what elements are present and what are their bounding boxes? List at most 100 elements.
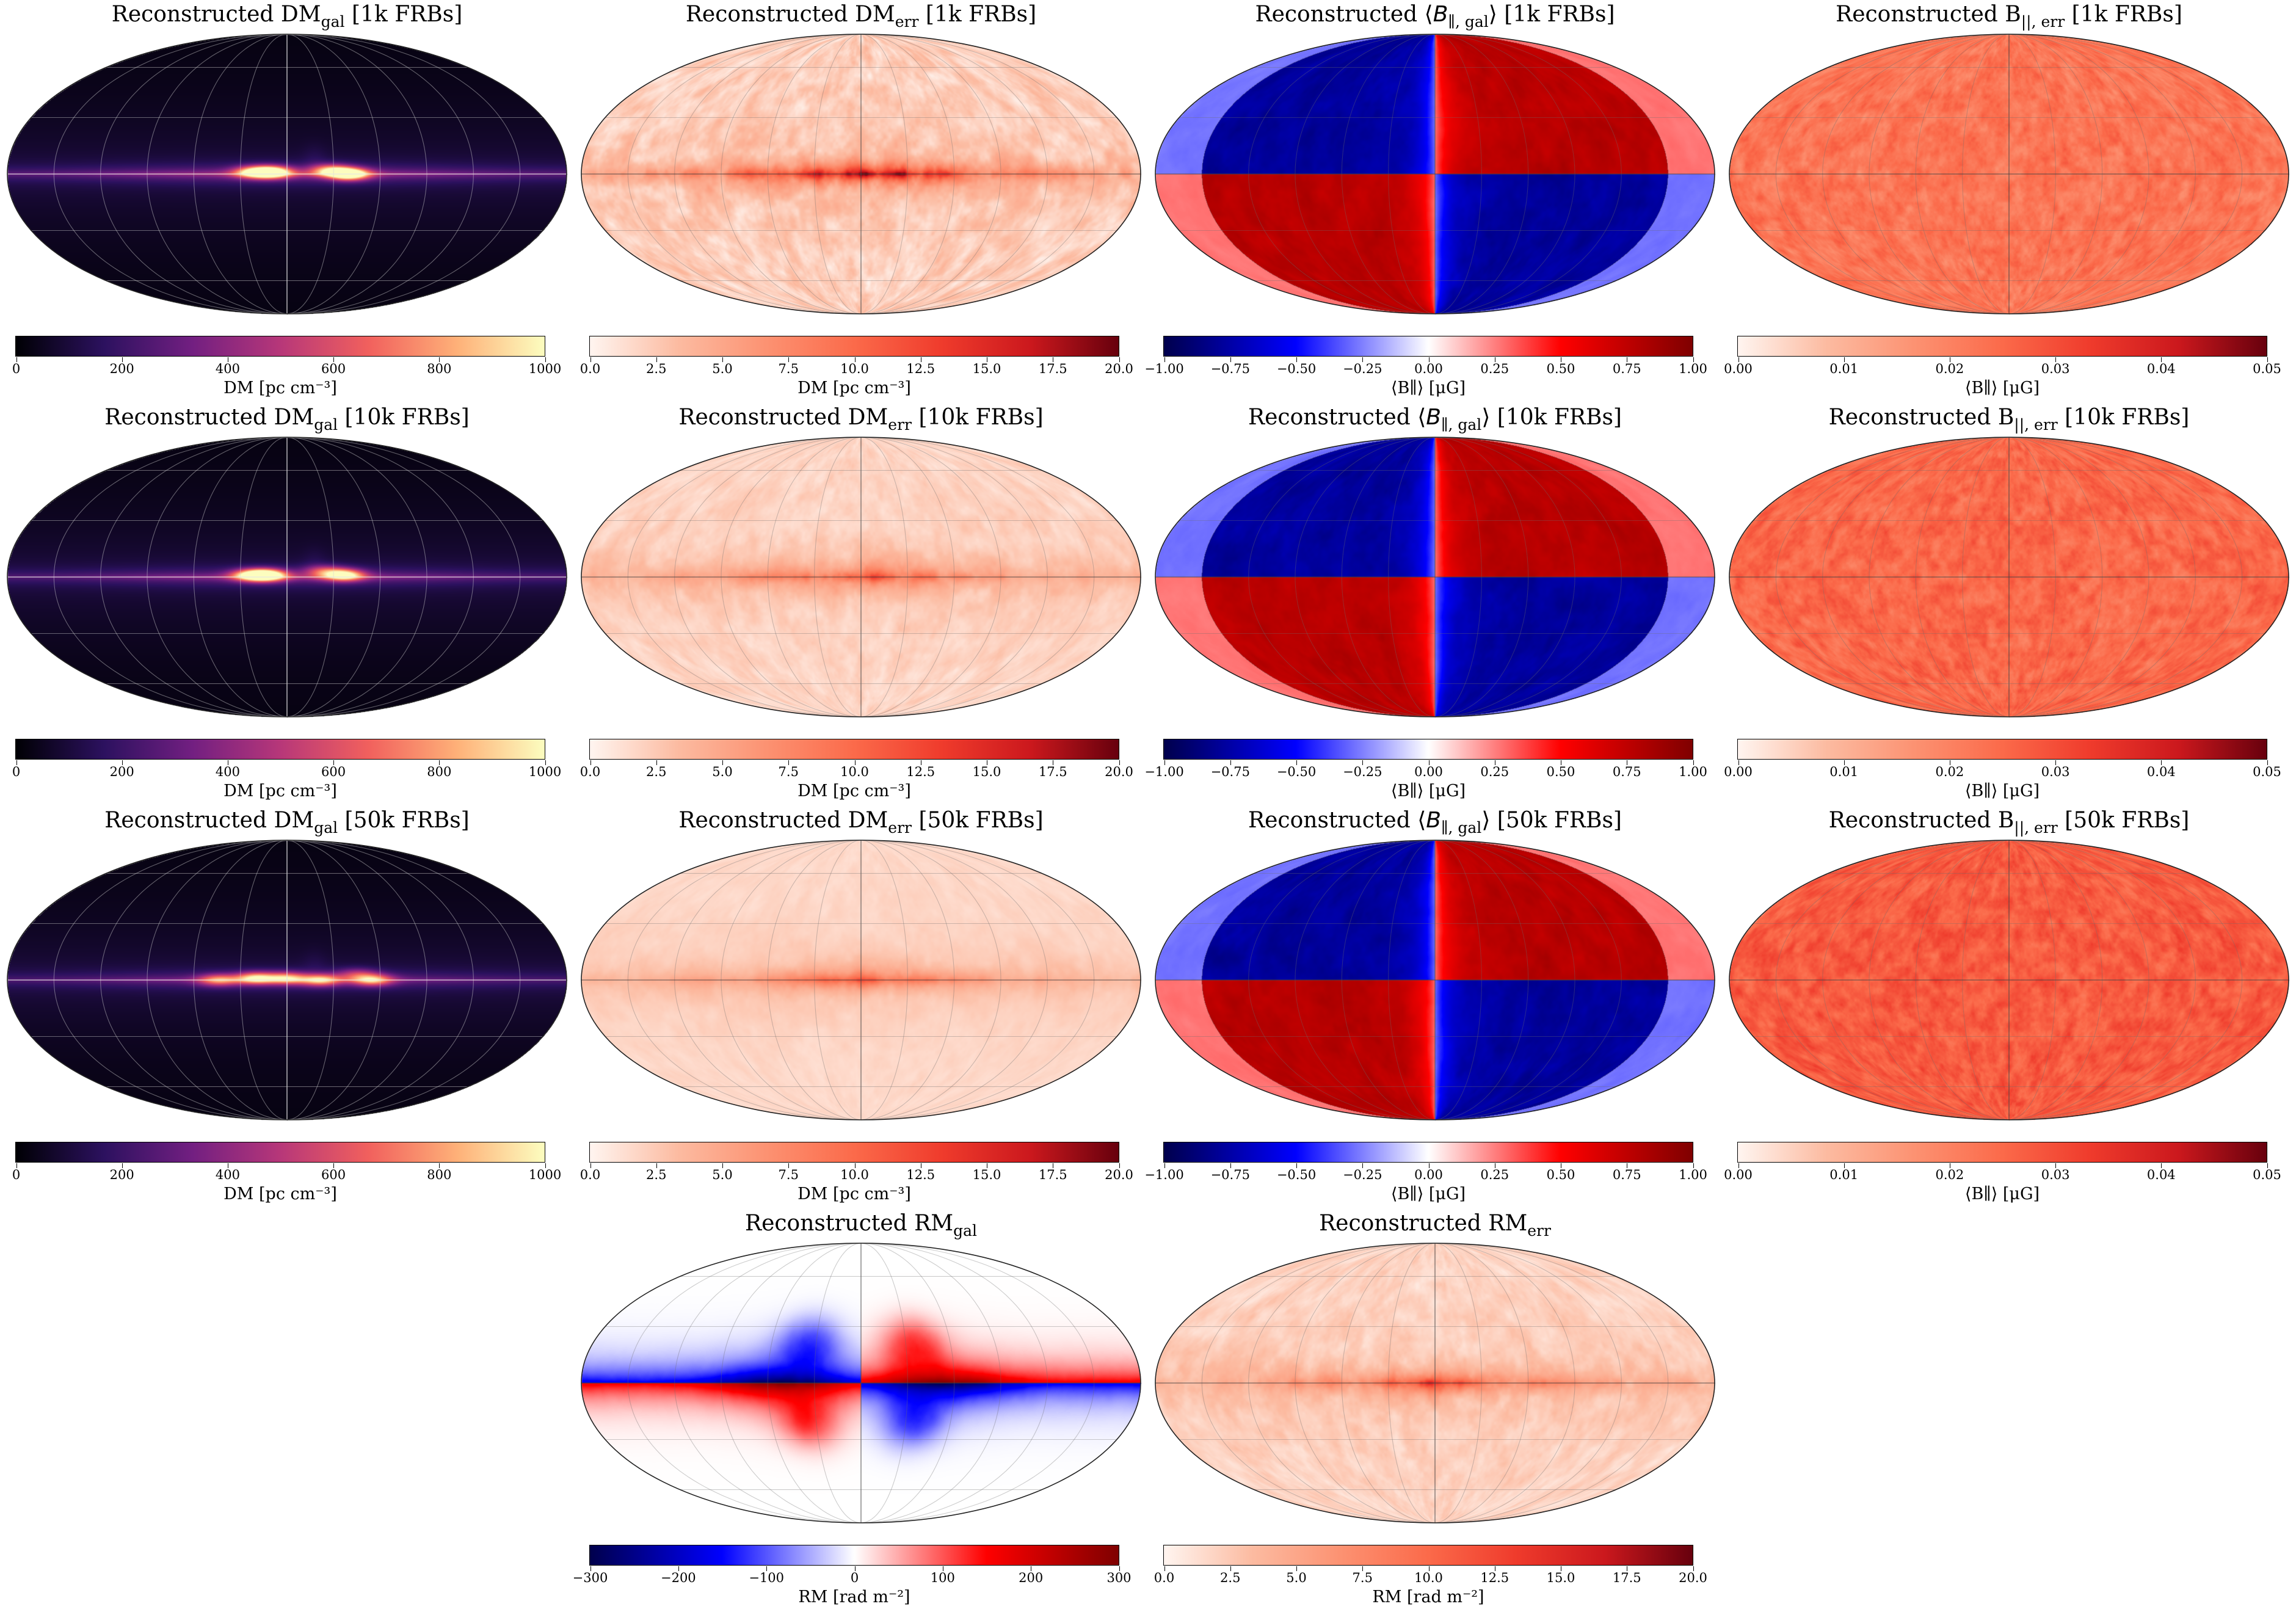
graticule bbox=[1729, 840, 2289, 1120]
colorbar-label: DM [pc cm⁻³] bbox=[223, 1185, 337, 1204]
colorbar-tick-label: 0.50 bbox=[1546, 1167, 1575, 1182]
colorbar-tick-label: 0.03 bbox=[2041, 361, 2070, 376]
graticule bbox=[581, 1243, 1141, 1523]
title-main-text: Reconstructed DM bbox=[104, 808, 314, 833]
colorbar-tick-label: 0.0 bbox=[1153, 1570, 1175, 1585]
colorbar: 0.00 0.01 0.02 0.03 0.04 0.05 ⟨B∥⟩ [μG] bbox=[1724, 1142, 2281, 1204]
chart-panel: Reconstructed DMgal [10k FRBs] 0 200 400 600… bbox=[0, 403, 574, 806]
title-main-text: Reconstructed DM bbox=[111, 2, 321, 27]
colorbar-tick bbox=[590, 357, 591, 362]
title-suffix-text: [1k FRBs] bbox=[2065, 2, 2182, 27]
colorbar-label: DM [pc cm⁻³] bbox=[797, 1185, 911, 1204]
chart-panel: Reconstructed DMerr [1k FRBs] 0.0 2.5 5.0 7.… bbox=[574, 0, 1148, 403]
colorbar-tick-label: 1000 bbox=[528, 1167, 562, 1182]
colorbar-tick-label: 400 bbox=[215, 764, 240, 779]
mollweide-map bbox=[574, 31, 1148, 318]
colorbar-label: ⟨B∥⟩ [μG] bbox=[1390, 782, 1466, 801]
title-sub-text: gal bbox=[953, 1221, 978, 1240]
chart-panel: Reconstructed DMerr [10k FRBs] 0.0 2.5 5.0 7… bbox=[574, 403, 1148, 806]
colorbar-tick-label: 0.01 bbox=[1829, 764, 1859, 779]
colorbar-tick bbox=[1164, 357, 1165, 362]
chart-panel: Reconstructed B||, err [1k FRBs] 0.00 0.01… bbox=[1722, 0, 2296, 403]
colorbar-tick bbox=[788, 760, 790, 765]
colorbar-gradient bbox=[589, 739, 1119, 760]
colorbar-tick bbox=[1844, 1163, 1845, 1168]
colorbar: 0.0 2.5 5.0 7.5 10.0 12.5 15.0 17.5 20.0 RM [rad … bbox=[1154, 1545, 1707, 1607]
colorbar-label: DM [pc cm⁻³] bbox=[223, 782, 337, 801]
title-suffix-text: [10k FRBs] bbox=[912, 405, 1044, 430]
colorbar-tick bbox=[1693, 357, 1694, 362]
colorbar-gradient bbox=[1163, 1545, 1693, 1566]
chart-panel: Reconstructed DMgal [1k FRBs] 0 200 400 600 8… bbox=[0, 0, 574, 403]
title-suffix-text: [1k FRBs] bbox=[344, 2, 463, 27]
colorbar-tick bbox=[16, 357, 17, 362]
colorbar-tick-label: −1.00 bbox=[1144, 764, 1184, 779]
title-main-text: Reconstructed ⟨ bbox=[1248, 405, 1426, 430]
colorbar: 0 200 400 600 800 1000 DM [pc cm⁻³] bbox=[12, 1142, 561, 1204]
title-italic-text: B bbox=[1433, 2, 1448, 27]
colorbar-tick bbox=[1164, 1163, 1165, 1168]
colorbar-tick-label: 0.01 bbox=[1829, 1167, 1859, 1182]
colorbar-tick bbox=[2055, 1163, 2057, 1168]
colorbar-tick-label: 0.04 bbox=[2146, 1167, 2176, 1182]
colorbar-tick-label: 0 bbox=[12, 764, 21, 779]
colorbar-tick-label: 200 bbox=[1019, 1570, 1044, 1585]
colorbar-tick-label: −0.25 bbox=[1343, 764, 1382, 779]
colorbar-tick-label: 12.5 bbox=[1480, 1570, 1509, 1585]
colorbar-label: ⟨B∥⟩ [μG] bbox=[1964, 782, 2040, 801]
colorbar-gradient bbox=[589, 1142, 1119, 1163]
title-sub-text: err bbox=[1527, 1221, 1551, 1240]
title-main-text: Reconstructed DM bbox=[678, 808, 888, 833]
colorbar-tick bbox=[1296, 1566, 1297, 1571]
sky-boundary bbox=[1155, 840, 1715, 1120]
colorbar-tick-label: 0.0 bbox=[579, 361, 601, 376]
colorbar: −1.00 −0.75 −0.50 −0.25 0.00 0.25 0.50 0.75 1.00… bbox=[1144, 1142, 1707, 1204]
colorbar-tick-label: 15.0 bbox=[972, 1167, 1001, 1182]
colorbar-tick-label: 0.01 bbox=[1829, 361, 1859, 376]
colorbar-tick-label: 0.00 bbox=[1724, 361, 1753, 376]
colorbar-tick-label: 0 bbox=[850, 1570, 859, 1585]
graticule bbox=[581, 840, 1141, 1120]
colorbar-tick-label: 5.0 bbox=[1286, 1570, 1307, 1585]
colorbar-tick bbox=[333, 760, 335, 765]
graticule bbox=[7, 34, 567, 314]
colorbar-tick-label: 0.02 bbox=[1935, 1167, 1964, 1182]
title-main-text: Reconstructed DM bbox=[104, 405, 314, 430]
colorbar-tick-label: 10.0 bbox=[840, 1167, 869, 1182]
colorbar-tick-label: 200 bbox=[109, 361, 134, 376]
colorbar-tick-label: −300 bbox=[572, 1570, 608, 1585]
colorbar-tick-label: 0.50 bbox=[1546, 361, 1575, 376]
colorbar-gradient bbox=[589, 336, 1119, 357]
colorbar-tick bbox=[1119, 357, 1120, 362]
colorbar-tick bbox=[1230, 760, 1231, 765]
colorbar: 0.00 0.01 0.02 0.03 0.04 0.05 ⟨B∥⟩ [μG] bbox=[1724, 739, 2281, 801]
colorbar-tick-label: 0 bbox=[12, 1167, 21, 1182]
colorbar-label: ⟨B∥⟩ [μG] bbox=[1964, 1185, 2040, 1204]
title-suffix-text: [10k FRBs] bbox=[2057, 405, 2190, 430]
colorbar: 0.0 2.5 5.0 7.5 10.0 12.5 15.0 17.5 20.0 DM [pc c… bbox=[580, 739, 1133, 801]
colorbar-tick-label: 0.0 bbox=[579, 764, 601, 779]
chart-panel: Reconstructed RMgal −300 −200 −100 0 100 200 30… bbox=[572, 1209, 1148, 1612]
colorbar-tick bbox=[1428, 1163, 1430, 1168]
colorbar-tick bbox=[722, 357, 723, 362]
colorbar-tick bbox=[1119, 1163, 1120, 1168]
mollweide-map bbox=[1148, 837, 1722, 1124]
colorbar-tick bbox=[2161, 357, 2162, 362]
title-sub-text: err bbox=[888, 415, 912, 434]
title-sub-text: ∥, gal bbox=[1440, 415, 1482, 434]
colorbar-tick bbox=[1844, 760, 1845, 765]
colorbar-label: RM [rad m⁻²] bbox=[1372, 1588, 1484, 1607]
colorbar-gradient bbox=[589, 1545, 1119, 1566]
chart-title: Reconstructed DMgal [1k FRBs] bbox=[0, 1, 574, 29]
colorbar-tick-label: 7.5 bbox=[778, 764, 799, 779]
colorbar: 0 200 400 600 800 1000 DM [pc cm⁻³] bbox=[12, 739, 561, 801]
colorbar-gradient bbox=[15, 1142, 545, 1163]
colorbar: 0.0 2.5 5.0 7.5 10.0 12.5 15.0 17.5 20.0 DM [pc c… bbox=[580, 336, 1133, 398]
title-main-text: Reconstructed DM bbox=[678, 405, 888, 430]
colorbar-tick-label: 0.00 bbox=[1414, 361, 1443, 376]
colorbar-tick-label: −0.25 bbox=[1343, 361, 1382, 376]
colorbar-tick-label: 1000 bbox=[528, 361, 562, 376]
colorbar-tick-label: 15.0 bbox=[972, 361, 1001, 376]
title-close-text: ⟩ bbox=[1481, 405, 1491, 430]
sky-boundary bbox=[581, 437, 1141, 717]
